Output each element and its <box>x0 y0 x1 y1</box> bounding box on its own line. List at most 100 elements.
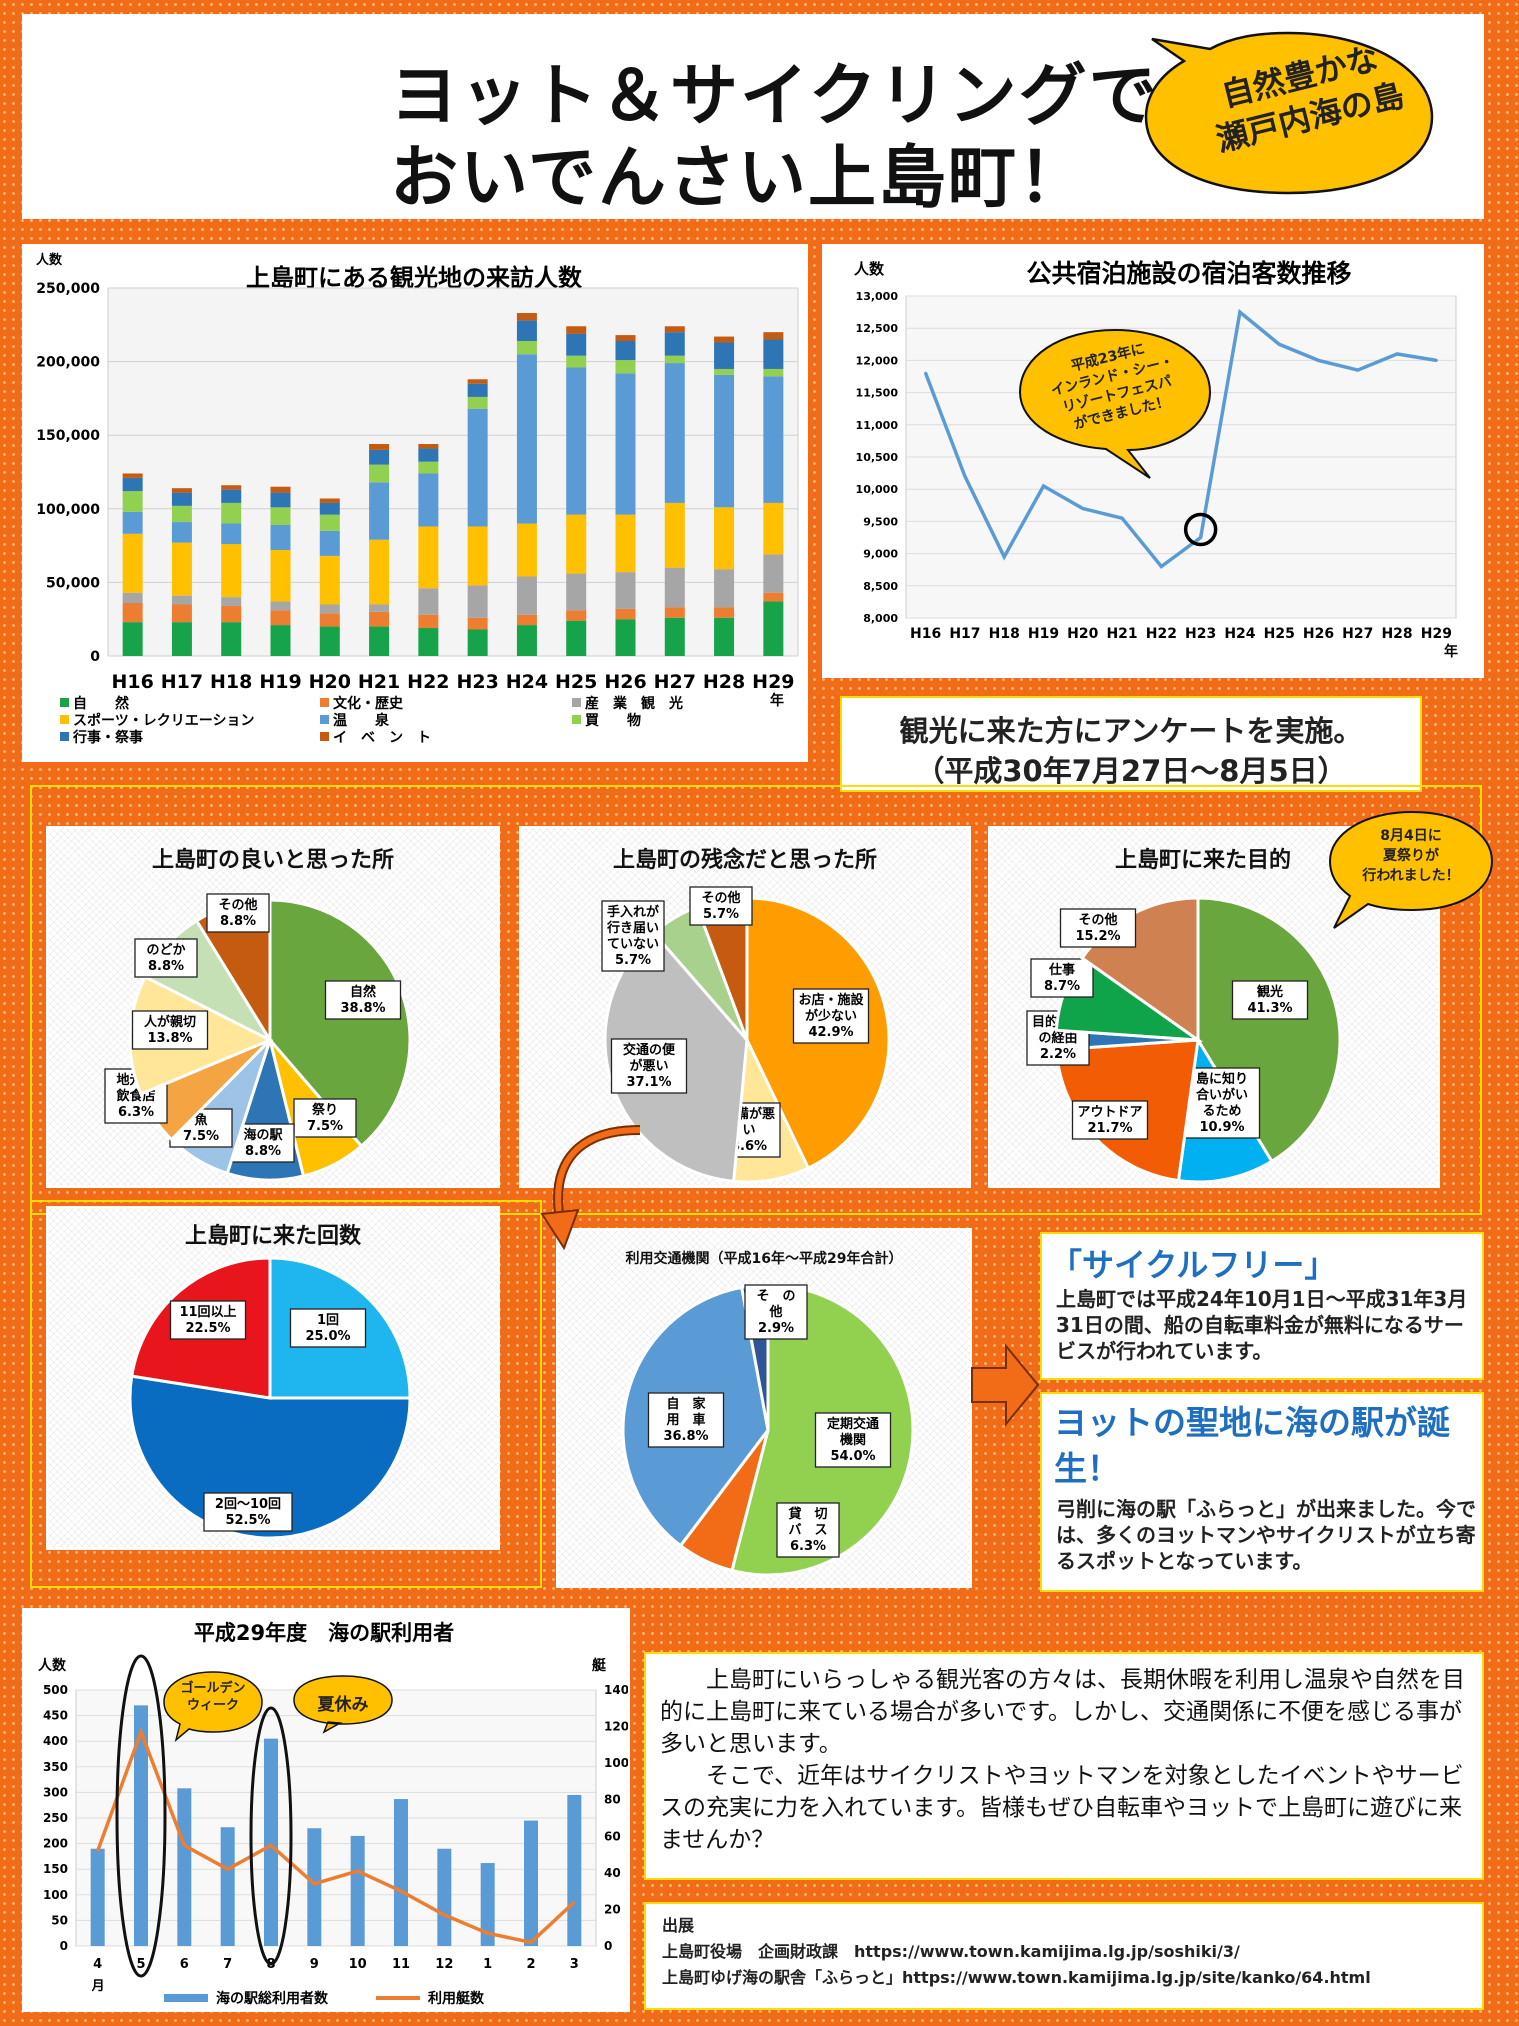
pie-slice <box>128 1374 412 1540</box>
bar-segment <box>615 335 636 341</box>
bar-segment <box>615 572 636 609</box>
legend-label: 産 業 観 光 <box>585 695 683 712</box>
bar-segment <box>319 530 340 556</box>
data-point <box>1081 507 1085 511</box>
pie-label: 2.9% <box>758 1321 794 1336</box>
pie-label: 仕事 <box>1048 962 1075 978</box>
x-tick-label: 7 <box>223 1957 232 1972</box>
x-tick-label: 10 <box>349 1957 367 1972</box>
bar-segment <box>270 486 291 493</box>
bar-segment <box>418 614 439 629</box>
bar-segment <box>221 622 242 656</box>
pie-label: い <box>742 1123 755 1138</box>
legend-swatch <box>320 715 329 724</box>
data-point <box>1120 516 1124 520</box>
y-tick-label: 9,500 <box>863 515 898 528</box>
bar <box>524 1820 538 1946</box>
bar-segment <box>270 610 291 626</box>
bar <box>134 1705 148 1946</box>
x-tick-label: H25 <box>555 671 597 693</box>
legend-label: 温 泉 <box>333 712 390 729</box>
x-tick-label: H19 <box>259 671 301 693</box>
pie-label: が少ない <box>805 1008 857 1024</box>
pie-label: 5.7% <box>703 907 739 922</box>
bar-segment <box>664 355 685 364</box>
pie-label-box <box>293 1098 357 1138</box>
bar-segment <box>714 569 735 608</box>
bar-segment <box>763 339 784 369</box>
y2-axis-label: 艇 <box>591 1657 607 1674</box>
pie-label-box <box>744 1284 808 1340</box>
bar-segment <box>418 628 439 656</box>
bar <box>480 1863 495 1946</box>
bar-segment <box>516 320 537 341</box>
chart-title: 公共宿泊施設の宿泊客数推移 <box>1026 259 1351 288</box>
pie-label-box <box>814 1412 892 1468</box>
bar <box>90 1848 105 1946</box>
bar-segment <box>467 526 488 586</box>
survey-line1: 観光に来た方にアンケートを実施。 <box>899 714 1363 748</box>
bar-segment <box>171 492 192 506</box>
y-tick-label: 350 <box>43 1760 68 1774</box>
pie-label: 22.5% <box>185 1321 230 1336</box>
y-tick-label: 400 <box>43 1734 68 1748</box>
pie-label: 11回以上 <box>179 1305 236 1320</box>
bar-segment <box>615 514 636 573</box>
x-tick-label: H20 <box>309 671 351 693</box>
bar-segment <box>221 544 242 598</box>
bar-segment <box>664 607 685 618</box>
pie-label: 41.3% <box>1247 1001 1292 1016</box>
cyclefree-body: 上島町では平成24年10月1日～平成31年3月31日の間、船の自転車料金が無料に… <box>1056 1287 1468 1363</box>
badge-bubble <box>1144 31 1434 195</box>
pie-label-box <box>601 900 665 972</box>
y2-tick-label: 80 <box>604 1793 621 1807</box>
legend-label: 行事・祭事 <box>72 729 143 746</box>
bar-segment <box>122 592 143 604</box>
pie-label-box <box>1030 958 1094 998</box>
pie-label: アウトドア <box>1077 1105 1142 1120</box>
pie-label-box <box>689 886 753 926</box>
bar-segment <box>270 625 291 656</box>
data-point <box>1002 555 1006 559</box>
bar-segment <box>122 473 143 478</box>
pie-label: 他 <box>768 1304 782 1320</box>
x-tick-label: H17 <box>949 626 980 642</box>
bar-segment <box>221 485 242 490</box>
data-point <box>1395 352 1399 356</box>
y-tick-label: 8,000 <box>863 612 898 625</box>
data-point <box>1238 310 1242 314</box>
bar-segment <box>171 522 192 543</box>
x-tick-label: H18 <box>210 671 252 693</box>
bar-segment <box>369 626 390 656</box>
x-tick-label: 3 <box>570 1957 579 1972</box>
pie-label: 定期交通 <box>826 1416 879 1432</box>
pie-label: お店・施設 <box>798 992 864 1008</box>
x-tick-label: 5 <box>136 1957 145 1972</box>
x-tick-label: H27 <box>1342 626 1373 642</box>
y2-tick-label: 140 <box>604 1683 628 1697</box>
y-tick-label: 450 <box>43 1709 68 1723</box>
y-tick-label: 250,000 <box>36 281 100 297</box>
bar-segment <box>714 507 735 570</box>
y-tick-label: 50 <box>51 1913 68 1927</box>
pie-good-title: 上島町の良いと思った所 <box>151 848 394 873</box>
bar-segment <box>566 367 587 515</box>
pie-label: 15.2% <box>1075 929 1120 944</box>
bar-segment <box>566 573 587 611</box>
y-tick-label: 150,000 <box>36 428 100 444</box>
bar-segment <box>516 313 537 321</box>
bar-segment <box>566 514 587 574</box>
x-tick-label: 2 <box>526 1957 535 1972</box>
bar-segment <box>566 355 587 368</box>
bar-segment <box>122 533 143 593</box>
curved-arrow <box>540 1125 641 1251</box>
pie-label: 用 車 <box>665 1412 705 1428</box>
survey-banner <box>840 696 1422 792</box>
summary-p2: そこで、近年はサイクリストやヨットマンを対象としたイベントやサービスの充実に力を… <box>660 1763 1464 1853</box>
bar-segment <box>467 396 488 409</box>
pie-label: 機関 <box>840 1432 866 1448</box>
data-point <box>924 371 928 375</box>
bar-segment <box>566 620 587 656</box>
bar <box>394 1799 408 1946</box>
